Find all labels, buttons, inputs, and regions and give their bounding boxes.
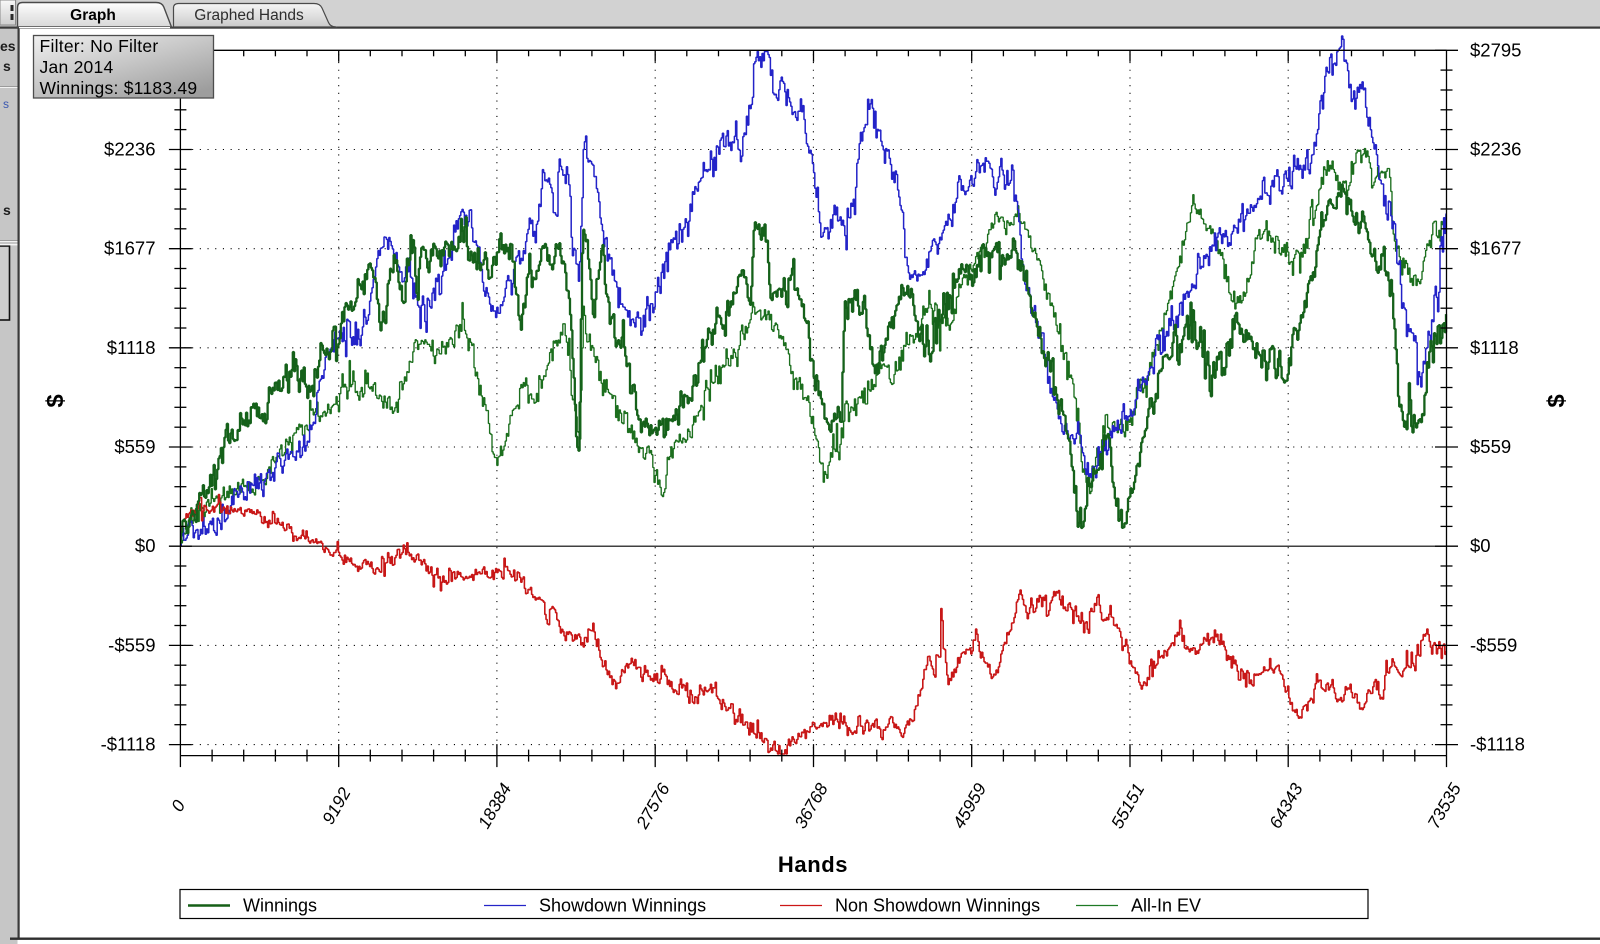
svg-text:$2236: $2236 — [104, 139, 155, 160]
svg-text:s: s — [3, 202, 11, 218]
svg-text:-$559: -$559 — [1470, 634, 1517, 655]
svg-text:$0: $0 — [1470, 535, 1491, 556]
svg-text:Graph: Graph — [70, 7, 116, 24]
svg-text:s: s — [3, 97, 9, 111]
svg-text:$2236: $2236 — [1470, 139, 1521, 160]
svg-text:Showdown Winnings: Showdown Winnings — [539, 896, 706, 916]
svg-text:$2795: $2795 — [1470, 39, 1521, 60]
svg-text:Jan 2014: Jan 2014 — [40, 57, 114, 77]
svg-text:-$1118: -$1118 — [1470, 734, 1525, 755]
svg-text:-$1118: -$1118 — [101, 734, 156, 755]
svg-text:Graphed Hands: Graphed Hands — [194, 7, 304, 24]
svg-text:es: es — [0, 38, 16, 54]
svg-text:-$559: -$559 — [108, 634, 155, 655]
svg-text:Winnings: $1183.49: Winnings: $1183.49 — [40, 78, 198, 98]
svg-text:Filter: No Filter: Filter: No Filter — [40, 36, 159, 56]
svg-text:$559: $559 — [1470, 436, 1511, 457]
svg-text:Non Showdown Winnings: Non Showdown Winnings — [835, 896, 1040, 916]
svg-text:$1677: $1677 — [104, 238, 155, 259]
svg-text:s: s — [3, 58, 11, 74]
svg-text:Winnings: Winnings — [243, 896, 317, 916]
svg-text:$: $ — [42, 394, 69, 408]
svg-text:$1118: $1118 — [1470, 337, 1519, 358]
svg-text:$1118: $1118 — [107, 337, 156, 358]
svg-text:$0: $0 — [135, 535, 156, 556]
svg-text:$: $ — [1543, 394, 1570, 408]
svg-text:All-In EV: All-In EV — [1131, 896, 1201, 916]
svg-text:$559: $559 — [114, 436, 155, 457]
svg-text:$1677: $1677 — [1470, 238, 1521, 259]
svg-text:Hands: Hands — [778, 852, 848, 877]
